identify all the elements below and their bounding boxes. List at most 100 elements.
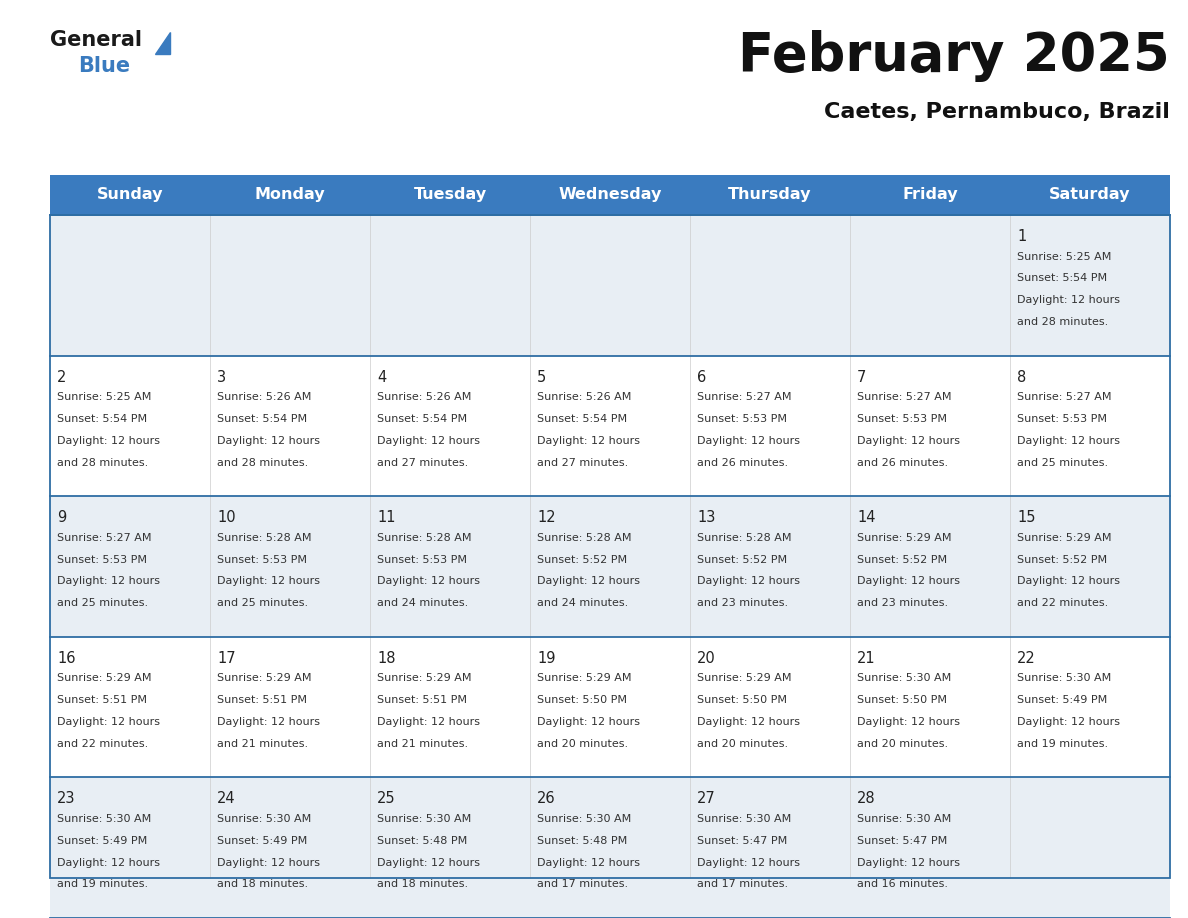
- Text: Sunrise: 5:27 AM: Sunrise: 5:27 AM: [1017, 392, 1112, 402]
- Text: Sunrise: 5:28 AM: Sunrise: 5:28 AM: [377, 532, 472, 543]
- Text: and 25 minutes.: and 25 minutes.: [1017, 457, 1108, 467]
- Text: Saturday: Saturday: [1049, 187, 1131, 203]
- Text: and 28 minutes.: and 28 minutes.: [57, 457, 148, 467]
- Text: 2: 2: [57, 370, 67, 385]
- Text: Sunset: 5:51 PM: Sunset: 5:51 PM: [217, 695, 307, 705]
- Text: Daylight: 12 hours: Daylight: 12 hours: [857, 717, 960, 727]
- Text: Daylight: 12 hours: Daylight: 12 hours: [217, 577, 320, 587]
- Text: 17: 17: [217, 651, 235, 666]
- Text: Daylight: 12 hours: Daylight: 12 hours: [857, 436, 960, 446]
- Text: and 28 minutes.: and 28 minutes.: [217, 457, 308, 467]
- Text: Sunset: 5:52 PM: Sunset: 5:52 PM: [1017, 554, 1107, 565]
- Text: Sunrise: 5:30 AM: Sunrise: 5:30 AM: [217, 814, 311, 824]
- Text: and 17 minutes.: and 17 minutes.: [537, 879, 628, 890]
- Text: Sunset: 5:47 PM: Sunset: 5:47 PM: [697, 835, 788, 845]
- Text: Sunset: 5:47 PM: Sunset: 5:47 PM: [857, 835, 947, 845]
- Bar: [50, 355, 1170, 497]
- Text: 8: 8: [1017, 370, 1026, 385]
- Text: and 20 minutes.: and 20 minutes.: [537, 739, 628, 749]
- Text: Sunrise: 5:27 AM: Sunrise: 5:27 AM: [857, 392, 952, 402]
- Text: 1: 1: [1017, 230, 1026, 244]
- Text: Daylight: 12 hours: Daylight: 12 hours: [217, 857, 320, 868]
- Text: Sunset: 5:53 PM: Sunset: 5:53 PM: [57, 554, 147, 565]
- Text: Sunset: 5:53 PM: Sunset: 5:53 PM: [377, 554, 467, 565]
- Text: and 24 minutes.: and 24 minutes.: [377, 599, 468, 608]
- Text: Daylight: 12 hours: Daylight: 12 hours: [1017, 296, 1120, 305]
- Text: Sunrise: 5:30 AM: Sunrise: 5:30 AM: [377, 814, 472, 824]
- Text: and 16 minutes.: and 16 minutes.: [857, 879, 948, 890]
- Text: and 21 minutes.: and 21 minutes.: [217, 739, 308, 749]
- Text: Sunrise: 5:30 AM: Sunrise: 5:30 AM: [857, 814, 952, 824]
- Text: 18: 18: [377, 651, 396, 666]
- Text: Daylight: 12 hours: Daylight: 12 hours: [857, 857, 960, 868]
- Text: Sunset: 5:52 PM: Sunset: 5:52 PM: [857, 554, 947, 565]
- Text: Sunset: 5:51 PM: Sunset: 5:51 PM: [377, 695, 467, 705]
- Text: Sunset: 5:50 PM: Sunset: 5:50 PM: [537, 695, 627, 705]
- Text: Sunset: 5:52 PM: Sunset: 5:52 PM: [697, 554, 788, 565]
- Text: Sunrise: 5:30 AM: Sunrise: 5:30 AM: [57, 814, 151, 824]
- Text: Sunset: 5:49 PM: Sunset: 5:49 PM: [1017, 695, 1107, 705]
- Text: Sunset: 5:49 PM: Sunset: 5:49 PM: [217, 835, 308, 845]
- Text: 22: 22: [1017, 651, 1036, 666]
- Bar: [50, 497, 1170, 637]
- Text: Tuesday: Tuesday: [413, 187, 487, 203]
- Text: and 19 minutes.: and 19 minutes.: [1017, 739, 1108, 749]
- Text: and 25 minutes.: and 25 minutes.: [57, 599, 148, 608]
- Text: Sunset: 5:54 PM: Sunset: 5:54 PM: [217, 414, 308, 424]
- Text: and 25 minutes.: and 25 minutes.: [217, 599, 308, 608]
- Text: 13: 13: [697, 510, 715, 525]
- Text: and 22 minutes.: and 22 minutes.: [1017, 599, 1108, 608]
- Text: and 23 minutes.: and 23 minutes.: [697, 599, 788, 608]
- Polygon shape: [154, 32, 170, 54]
- Bar: [50, 215, 1170, 878]
- Text: Sunrise: 5:29 AM: Sunrise: 5:29 AM: [57, 674, 152, 683]
- Text: Daylight: 12 hours: Daylight: 12 hours: [57, 857, 160, 868]
- Text: 10: 10: [217, 510, 235, 525]
- Text: General: General: [50, 30, 143, 50]
- Text: and 24 minutes.: and 24 minutes.: [537, 599, 628, 608]
- Text: Sunset: 5:53 PM: Sunset: 5:53 PM: [217, 554, 307, 565]
- Text: Caetes, Pernambuco, Brazil: Caetes, Pernambuco, Brazil: [824, 102, 1170, 122]
- Text: 6: 6: [697, 370, 706, 385]
- Text: 24: 24: [217, 791, 235, 806]
- Text: 26: 26: [537, 791, 556, 806]
- Text: and 21 minutes.: and 21 minutes.: [377, 739, 468, 749]
- Text: and 26 minutes.: and 26 minutes.: [857, 457, 948, 467]
- Text: 27: 27: [697, 791, 715, 806]
- Text: Blue: Blue: [78, 56, 131, 76]
- Bar: [50, 215, 1170, 355]
- Text: 28: 28: [857, 791, 876, 806]
- Bar: [50, 637, 1170, 778]
- Text: Daylight: 12 hours: Daylight: 12 hours: [57, 577, 160, 587]
- Text: Sunrise: 5:29 AM: Sunrise: 5:29 AM: [377, 674, 472, 683]
- Text: and 23 minutes.: and 23 minutes.: [857, 599, 948, 608]
- Text: Daylight: 12 hours: Daylight: 12 hours: [217, 436, 320, 446]
- Text: and 20 minutes.: and 20 minutes.: [697, 739, 788, 749]
- Text: Sunrise: 5:30 AM: Sunrise: 5:30 AM: [537, 814, 631, 824]
- Text: Sunrise: 5:30 AM: Sunrise: 5:30 AM: [857, 674, 952, 683]
- Text: and 22 minutes.: and 22 minutes.: [57, 739, 148, 749]
- Text: Daylight: 12 hours: Daylight: 12 hours: [57, 436, 160, 446]
- Text: and 18 minutes.: and 18 minutes.: [377, 879, 468, 890]
- Text: Daylight: 12 hours: Daylight: 12 hours: [1017, 436, 1120, 446]
- Text: Daylight: 12 hours: Daylight: 12 hours: [537, 436, 640, 446]
- Text: February 2025: February 2025: [739, 30, 1170, 82]
- Text: Daylight: 12 hours: Daylight: 12 hours: [537, 717, 640, 727]
- Text: Sunrise: 5:29 AM: Sunrise: 5:29 AM: [537, 674, 632, 683]
- Text: and 19 minutes.: and 19 minutes.: [57, 879, 148, 890]
- Text: Daylight: 12 hours: Daylight: 12 hours: [377, 717, 480, 727]
- Text: and 26 minutes.: and 26 minutes.: [697, 457, 788, 467]
- Text: Sunrise: 5:30 AM: Sunrise: 5:30 AM: [1017, 674, 1111, 683]
- Text: Sunset: 5:54 PM: Sunset: 5:54 PM: [57, 414, 147, 424]
- Text: and 17 minutes.: and 17 minutes.: [697, 879, 788, 890]
- Text: Wednesday: Wednesday: [558, 187, 662, 203]
- Text: Sunset: 5:54 PM: Sunset: 5:54 PM: [377, 414, 467, 424]
- Text: Sunrise: 5:29 AM: Sunrise: 5:29 AM: [217, 674, 311, 683]
- Text: Sunrise: 5:29 AM: Sunrise: 5:29 AM: [1017, 532, 1112, 543]
- Text: Daylight: 12 hours: Daylight: 12 hours: [697, 717, 800, 727]
- Text: 19: 19: [537, 651, 556, 666]
- Text: Sunday: Sunday: [96, 187, 163, 203]
- Text: Sunset: 5:54 PM: Sunset: 5:54 PM: [537, 414, 627, 424]
- Text: Sunrise: 5:30 AM: Sunrise: 5:30 AM: [697, 814, 791, 824]
- Text: Sunset: 5:50 PM: Sunset: 5:50 PM: [697, 695, 786, 705]
